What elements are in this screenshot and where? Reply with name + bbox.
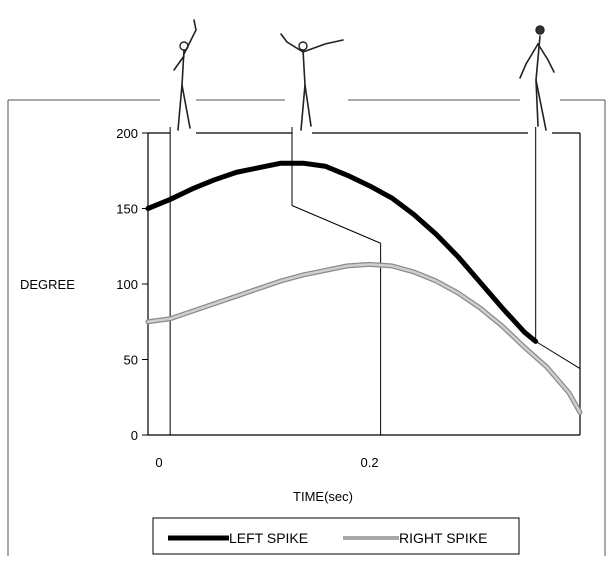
phase-connector: [291, 205, 381, 244]
x-tick-label: 0: [155, 455, 162, 470]
legend-label-left: LEFT SPIKE: [229, 530, 308, 546]
y-axis-title: DEGREE: [20, 277, 75, 292]
figure-arm: [183, 19, 197, 55]
legend-label-right: RIGHT SPIKE: [399, 530, 487, 546]
figure-arm: [302, 39, 344, 53]
figure-arm: [519, 43, 539, 79]
plot-area: 0 50 100 150 200 0 0.2: [116, 126, 583, 470]
y-tick-label: 200: [116, 126, 138, 141]
stick-figures: [173, 19, 555, 131]
figure-head-icon: [535, 25, 545, 35]
stick-figure-3: [519, 25, 555, 131]
series-line-right-spike: [146, 263, 582, 414]
figure-arm: [280, 33, 304, 53]
series-line-left-spike: [145, 160, 539, 344]
figure-leg: [181, 84, 191, 129]
y-tick-label: 100: [116, 277, 138, 292]
figure-arm: [537, 43, 555, 73]
stick-figure-2: [280, 33, 344, 131]
y-tick-label: 50: [124, 353, 138, 368]
x-axis-title: TIME(sec): [293, 489, 353, 504]
figure-leg: [535, 79, 547, 131]
y-tick-label: 0: [131, 428, 138, 443]
figure-body: [300, 49, 306, 131]
figure-head-icon: [298, 41, 308, 51]
figure-arm: [173, 55, 185, 71]
outer-frame: [7, 99, 606, 556]
x-tick-label: 0.2: [360, 455, 378, 470]
stick-figure-1: [173, 19, 197, 131]
phase-connector: [535, 340, 581, 369]
legend: LEFT SPIKE RIGHT SPIKE: [152, 517, 520, 555]
figure-leg: [304, 84, 312, 127]
y-tick-label: 150: [116, 202, 138, 217]
